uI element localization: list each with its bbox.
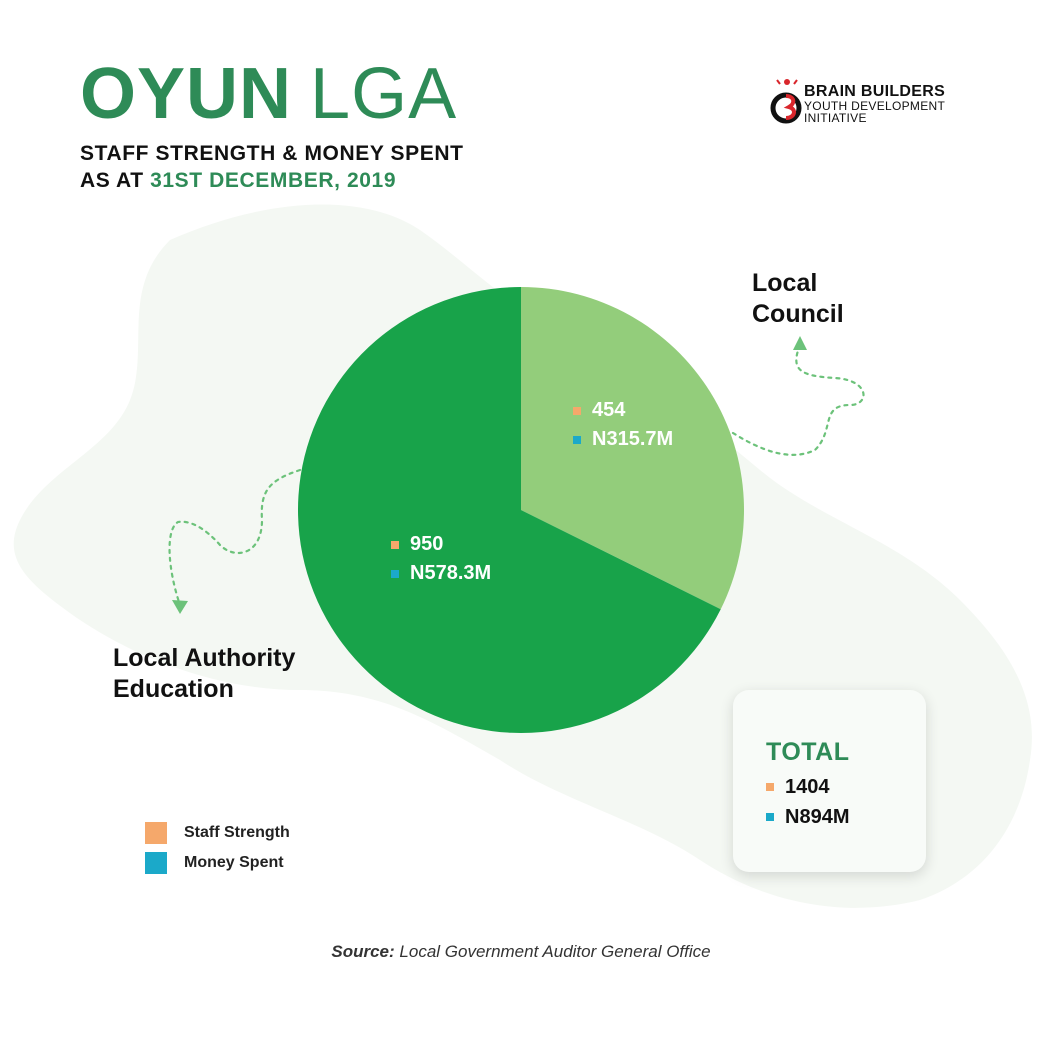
logo-text: BRAIN BUILDERS YOUTH DEVELOPMENT INITIAT…: [804, 83, 946, 125]
chart-legend: Staff Strength Money Spent: [145, 818, 290, 878]
subtitle-line-1: STAFF STRENGTH & MONEY SPENT: [80, 142, 464, 165]
legend-label: Money Spent: [184, 854, 284, 871]
staff-marker-icon: [573, 406, 581, 415]
subtitle-line-2: AS AT 31ST DECEMBER, 2019: [80, 167, 464, 194]
staff-strength-value: 950: [410, 533, 444, 555]
connector-arrows: [168, 343, 865, 607]
data-label-row: N578.3M: [391, 559, 491, 588]
total-title: TOTAL: [766, 738, 850, 766]
staff-marker-icon: [766, 783, 774, 791]
page-subtitle: STAFF STRENGTH & MONEY SPENT AS AT 31ST …: [80, 140, 464, 194]
money-spent-value: N578.3M: [410, 562, 492, 584]
subtitle-date: 31ST DECEMBER, 2019: [150, 169, 397, 192]
slice-label-local-council: Local Council: [752, 268, 844, 330]
logo-name: BRAIN BUILDERS: [804, 83, 946, 100]
title-bold: OYUN: [80, 54, 293, 134]
brain-builders-logo-icon: [770, 79, 802, 124]
connector-local-authority-education: [168, 468, 302, 607]
staff-marker-icon: [391, 540, 399, 549]
page-title: OYUN LGA: [80, 58, 464, 130]
total-row: N894M: [766, 802, 849, 832]
slice-label-line: Local Authority: [113, 644, 296, 672]
subtitle-prefix: AS AT: [80, 169, 144, 192]
header: OYUN LGA STAFF STRENGTH & MONEY SPENT AS …: [80, 58, 464, 194]
money-marker-icon: [573, 435, 581, 444]
total-money-spent: N894M: [785, 806, 850, 828]
logo-subtitle-2: INITIATIVE: [804, 111, 867, 125]
legend-label: Staff Strength: [184, 824, 290, 841]
connector-local-council: [731, 343, 865, 456]
slice-label-line: Council: [752, 300, 844, 328]
total-values: 1404 N894M: [766, 772, 849, 832]
source-text: Local Government Auditor General Office: [399, 942, 711, 961]
source-note: Source: Local Government Auditor General…: [0, 942, 1042, 962]
title-light: LGA: [310, 54, 458, 134]
money-marker-icon: [766, 813, 774, 821]
pie-slices: [298, 286, 745, 734]
total-row: 1404: [766, 772, 849, 802]
money-marker-icon: [391, 569, 399, 578]
total-staff-strength: 1404: [785, 776, 830, 798]
logo-subtitle-1: YOUTH DEVELOPMENT: [804, 99, 946, 113]
legend-item-staff-strength: Staff Strength: [145, 818, 290, 848]
data-label-local-council: 454 N315.7M: [573, 396, 673, 454]
slice-label-line: Local: [752, 269, 818, 297]
slice-label-local-authority-education: Local Authority Education: [113, 643, 295, 705]
data-label-row: 950: [391, 530, 491, 559]
brand-logo: BRAIN BUILDERS YOUTH DEVELOPMENT INITIAT…: [770, 76, 970, 132]
data-label-row: 454: [573, 396, 673, 425]
pie-slice-local-authority-education: [298, 286, 721, 734]
staff-strength-value: 454: [592, 399, 626, 421]
source-label: Source:: [331, 942, 395, 961]
legend-swatch-icon: [145, 852, 167, 874]
legend-item-money-spent: Money Spent: [145, 848, 290, 878]
total-card: TOTAL 1404 N894M: [733, 690, 926, 872]
money-spent-value: N315.7M: [592, 428, 674, 450]
slice-label-line: Education: [113, 675, 234, 703]
data-label-local-authority-education: 950 N578.3M: [391, 530, 491, 588]
arrow-head-local-authority-education: [172, 600, 188, 614]
pie-slice-local-council: [521, 287, 745, 610]
data-label-row: N315.7M: [573, 425, 673, 454]
arrow-head-local-council: [793, 336, 807, 350]
legend-swatch-icon: [145, 822, 167, 844]
